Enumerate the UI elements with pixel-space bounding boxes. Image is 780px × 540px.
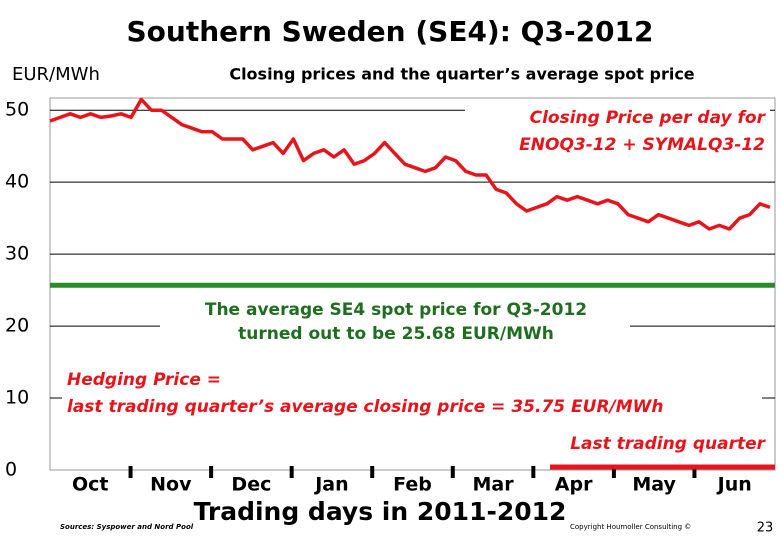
annotation: turned out to be 25.68 EUR/MWh	[238, 324, 554, 344]
price-line	[49, 97, 771, 231]
x-tick-label: Mar	[473, 474, 515, 496]
y-tick-label: 30	[5, 243, 29, 265]
x-tick-label: Apr	[555, 474, 593, 496]
y-tick-label: 40	[5, 171, 29, 193]
annotation: Closing Price per day for	[530, 108, 767, 128]
annotation: ENOQ3-12 + SYMALQ3-12	[519, 135, 765, 155]
chart-title: Southern Sweden (SE4): Q3-2012	[126, 15, 653, 48]
x-tick-label: May	[632, 474, 676, 496]
x-tick-label: Jan	[313, 474, 348, 496]
subtitle: Closing prices and the quarter’s average…	[229, 65, 694, 84]
x-tick-label: Oct	[72, 474, 109, 496]
annotation: The average SE4 spot price for Q3-2012	[205, 300, 587, 320]
plot	[49, 97, 775, 288]
label-bg	[465, 104, 770, 160]
x-axis-label: Trading days in 2011-2012	[194, 497, 567, 526]
y-tick-label: 10	[5, 387, 29, 409]
x-tick-label: Feb	[393, 474, 432, 496]
y-tick-label: 50	[5, 99, 29, 121]
label-bg	[160, 298, 630, 348]
x-tick-label: Nov	[150, 474, 192, 496]
copyright: Copyright Houmoller Consulting ©	[570, 523, 691, 531]
y-axis-label: EUR/MWh	[12, 64, 100, 85]
annotation: Last trading quarter	[570, 434, 766, 454]
annotations: Closing Price per day for ENOQ3-12 + SYM…	[62, 104, 775, 470]
x-tick-label: Jun	[716, 474, 752, 496]
source: Sources: Syspower and Nord Pool	[60, 523, 194, 531]
x-tick-label: Dec	[231, 474, 271, 496]
label-bg	[62, 368, 762, 420]
annotation: last trading quarter’s average closing p…	[67, 397, 664, 417]
page-number: 23	[757, 521, 774, 536]
y-tick-label: 20	[5, 315, 29, 337]
annotation: Hedging Price =	[67, 370, 221, 390]
y-tick-label: 0	[5, 459, 17, 481]
